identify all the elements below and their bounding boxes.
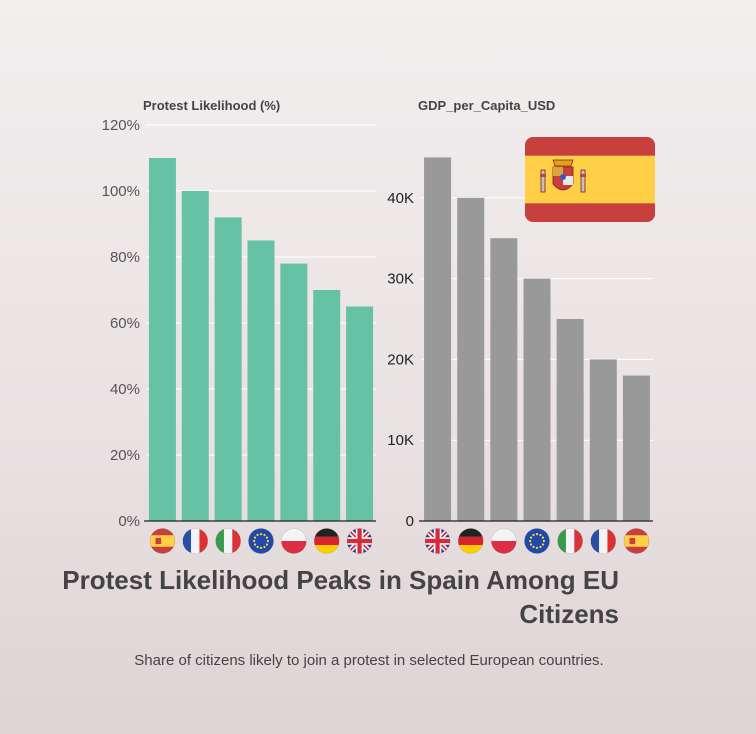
chart-title: Protest Likelihood Peaks in Spain Among … bbox=[62, 565, 619, 629]
germany-flag-icon bbox=[313, 528, 340, 554]
eu-flag-icon bbox=[248, 528, 274, 554]
bar-poland bbox=[280, 263, 308, 521]
bar-uk bbox=[424, 157, 452, 521]
y-tick-label: 0 bbox=[406, 513, 414, 530]
bar-italy bbox=[214, 217, 242, 521]
panel-title-1: Protest Likelihood (%) bbox=[143, 98, 280, 113]
bar-eu bbox=[523, 278, 551, 521]
y-tick-label: 120% bbox=[102, 117, 140, 134]
chart-subtitle: Share of citizens likely to join a prote… bbox=[134, 652, 604, 669]
y-tick-label: 20K bbox=[387, 351, 414, 368]
spain-flag-icon bbox=[623, 528, 650, 554]
y-tick-label: 20% bbox=[110, 447, 140, 464]
y-tick-label: 100% bbox=[102, 183, 140, 200]
france-flag-icon bbox=[590, 528, 617, 554]
y-tick-label: 60% bbox=[110, 315, 140, 332]
panel-title-2: GDP_per_Capita_USD bbox=[418, 98, 555, 113]
eu-flag-icon bbox=[524, 528, 550, 554]
bar-spain bbox=[148, 158, 176, 521]
poland-flag-icon bbox=[491, 528, 517, 554]
bar-uk bbox=[346, 306, 374, 521]
france-flag-icon bbox=[182, 528, 209, 554]
uk-flag-icon bbox=[346, 528, 373, 554]
y-tick-label: 40% bbox=[110, 381, 140, 398]
y-tick-label: 80% bbox=[110, 249, 140, 266]
bar-poland bbox=[490, 238, 518, 521]
bar-germany bbox=[313, 290, 341, 521]
y-tick-label: 30K bbox=[387, 271, 414, 288]
y-tick-label: 0% bbox=[118, 513, 140, 530]
bar-eu bbox=[247, 240, 275, 521]
bar-italy bbox=[556, 319, 584, 521]
bar-france bbox=[589, 359, 617, 521]
poland-flag-icon bbox=[281, 528, 307, 554]
uk-flag-icon bbox=[424, 528, 451, 554]
y-tick-label: 10K bbox=[387, 432, 414, 449]
bar-france bbox=[181, 191, 209, 521]
bar-spain bbox=[622, 375, 650, 521]
spain-flag-icon bbox=[149, 528, 176, 554]
italy-flag-icon bbox=[215, 528, 241, 554]
spain-flag-large-icon bbox=[525, 137, 655, 222]
bar-germany bbox=[457, 197, 485, 522]
germany-flag-icon bbox=[457, 528, 484, 554]
y-tick-label: 40K bbox=[387, 190, 414, 207]
italy-flag-icon bbox=[557, 528, 583, 554]
